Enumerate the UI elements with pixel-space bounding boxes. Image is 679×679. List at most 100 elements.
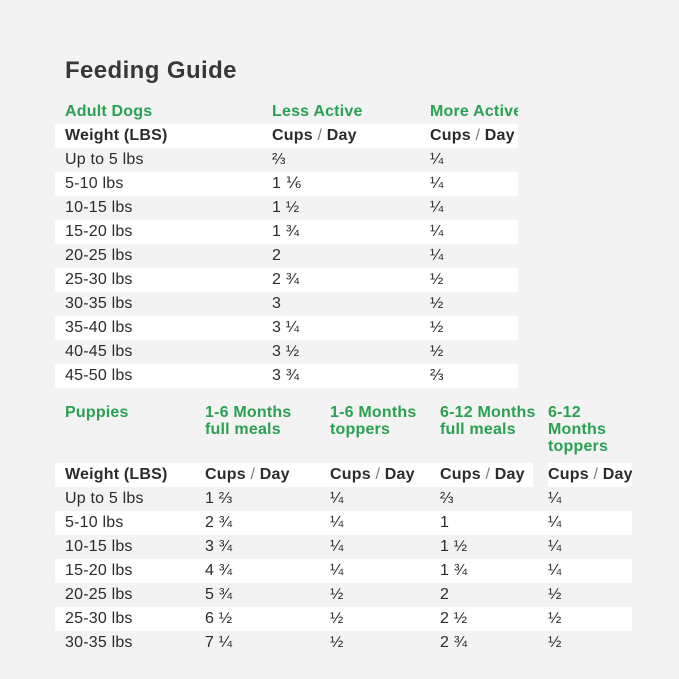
day-label: Day (384, 466, 415, 483)
cups-value: ½ (330, 634, 344, 651)
more-active-value: ¼ (430, 151, 444, 168)
weight-cell: 45-50 lbs (65, 367, 133, 384)
cups-label: Cups (205, 466, 246, 483)
cups-value: 5 ¾ (205, 586, 233, 603)
column-label-line: 1-6 Months (330, 404, 417, 421)
less-active-value: 1 ½ (272, 199, 300, 216)
cups-label: Cups (272, 127, 313, 144)
day-label: Day (259, 466, 290, 483)
column-label-line: full meals (440, 421, 516, 438)
cups-value: ½ (548, 610, 562, 627)
cups-value: 7 ¼ (205, 634, 233, 651)
slash-separator: / (485, 466, 491, 483)
cups-value: ¼ (548, 514, 562, 531)
column-label-line: toppers (548, 438, 609, 455)
column-label-line: 6-12 Months (548, 404, 607, 438)
cups-value: 2 ¾ (205, 514, 233, 531)
table-row: 15-20 lbs 1 ¾ ¼ (55, 220, 518, 244)
adult-dogs-label: Adult Dogs (65, 103, 153, 120)
months-1-6-toppers-label: 1-6 Months toppers (330, 404, 440, 455)
cups-value: ¼ (548, 562, 562, 579)
table-row: 20-25 lbs 5 ¾ ½ 2 ½ (55, 583, 632, 607)
more-active-value: ⅔ (430, 367, 444, 384)
less-active-column-label: Less Active (272, 103, 363, 120)
day-label: Day (494, 466, 525, 483)
table-row: Up to 5 lbs ⅔ ¼ (55, 148, 518, 172)
column-label-line: 6-12 Months (440, 404, 536, 421)
day-label: Day (326, 127, 357, 144)
more-active-column-label: More Active (430, 103, 518, 120)
column-label-line: toppers (330, 421, 391, 438)
cups-value: ½ (330, 610, 344, 627)
less-active-value: 1 ¾ (272, 223, 300, 240)
cups-value: ¼ (330, 562, 344, 579)
less-active-value: 2 ¾ (272, 271, 300, 288)
weight-header: Weight (LBS) (55, 124, 272, 148)
table-row: 10-15 lbs 3 ¾ ¼ 1 ½ ¼ (55, 535, 632, 559)
cups-value: 2 (440, 586, 450, 603)
day-label: Day (602, 466, 632, 483)
weight-header: Weight (LBS) (55, 463, 205, 487)
months-1-6-full-meals-label: 1-6 Months full meals (205, 404, 330, 455)
cups-value: 1 ¾ (440, 562, 468, 579)
cups-label: Cups (430, 127, 471, 144)
table-row: 30-35 lbs 3 ½ (55, 292, 518, 316)
cups-value: 1 ½ (440, 538, 468, 555)
cups-day-header: Cups / Day (330, 463, 440, 487)
cups-day-header: Cups / Day (430, 124, 518, 148)
less-active-value: 1 ⅙ (272, 175, 302, 192)
cups-value: 2 ½ (440, 610, 468, 627)
less-active-value: 3 ½ (272, 343, 300, 360)
table-row: 10-15 lbs 1 ½ ¼ (55, 196, 518, 220)
cups-label: Cups (548, 466, 589, 483)
puppies-table-header-row: Weight (LBS) Cups / Day Cups / Day Cups … (55, 463, 632, 487)
cups-value: ½ (330, 586, 344, 603)
cups-value: 3 ¾ (205, 538, 233, 555)
weight-cell: 40-45 lbs (65, 343, 133, 360)
more-active-value: ¼ (430, 199, 444, 216)
day-label: Day (484, 127, 515, 144)
weight-cell: 15-20 lbs (65, 562, 133, 579)
slash-separator: / (250, 466, 256, 483)
more-active-value: ½ (430, 271, 444, 288)
adult-section-header-row: Adult Dogs Less Active More Active (55, 103, 518, 121)
cups-value: 1 (440, 514, 450, 531)
weight-cell: 10-15 lbs (65, 199, 133, 216)
table-row: 25-30 lbs 2 ¾ ½ (55, 268, 518, 292)
months-6-12-toppers-label: 6-12 Months toppers (548, 404, 632, 455)
slash-separator: / (375, 466, 381, 483)
cups-day-header: Cups / Day (205, 463, 330, 487)
column-label-line: 1-6 Months (205, 404, 292, 421)
cups-value: 1 ⅔ (205, 490, 233, 507)
weight-cell: 20-25 lbs (65, 247, 133, 264)
table-row: 5-10 lbs 2 ¾ ¼ 1 ¼ (55, 511, 632, 535)
puppies-label: Puppies (65, 404, 129, 421)
cups-value: ¼ (330, 514, 344, 531)
cups-label: Cups (440, 466, 481, 483)
column-label-line: full meals (205, 421, 281, 438)
weight-cell: 15-20 lbs (65, 223, 133, 240)
adult-table-header-row: Weight (LBS) Cups / Day Cups / Day (55, 124, 518, 148)
cups-value: ¼ (548, 538, 562, 555)
more-active-value: ¼ (430, 247, 444, 264)
table-row: 15-20 lbs 4 ¾ ¼ 1 ¾ ¼ (55, 559, 632, 583)
weight-cell: 10-15 lbs (65, 538, 133, 555)
weight-cell: Up to 5 lbs (65, 151, 144, 168)
more-active-value: ½ (430, 295, 444, 312)
page-title: Feeding Guide (65, 57, 237, 84)
less-active-value: 3 (272, 295, 282, 312)
more-active-value: ¼ (430, 175, 444, 192)
puppies-section: Puppies 1-6 Months full meals 1-6 Months t… (55, 404, 679, 655)
puppies-table-body: Up to 5 lbs 1 ⅔ ¼ ⅔ ¼ 5-10 lbs 2 ¾ ¼ 1 ¼ 10-15 lbs… (55, 487, 679, 655)
cups-value: 6 ½ (205, 610, 233, 627)
feeding-guide-page: Feeding Guide Adult Dogs Less Active Mor… (55, 57, 679, 655)
more-active-value: ¼ (430, 223, 444, 240)
cups-value: ⅔ (440, 490, 454, 507)
less-active-value: 2 (272, 247, 282, 264)
less-active-value: 3 ¼ (272, 319, 300, 336)
weight-cell: 30-35 lbs (65, 634, 133, 651)
weight-cell: Up to 5 lbs (65, 490, 144, 507)
table-row: 25-30 lbs 6 ½ ½ 2 ½ ½ (55, 607, 632, 631)
puppies-section-header-row: Puppies 1-6 Months full meals 1-6 Months t… (55, 404, 632, 455)
cups-day-header: Cups / Day (440, 463, 548, 487)
